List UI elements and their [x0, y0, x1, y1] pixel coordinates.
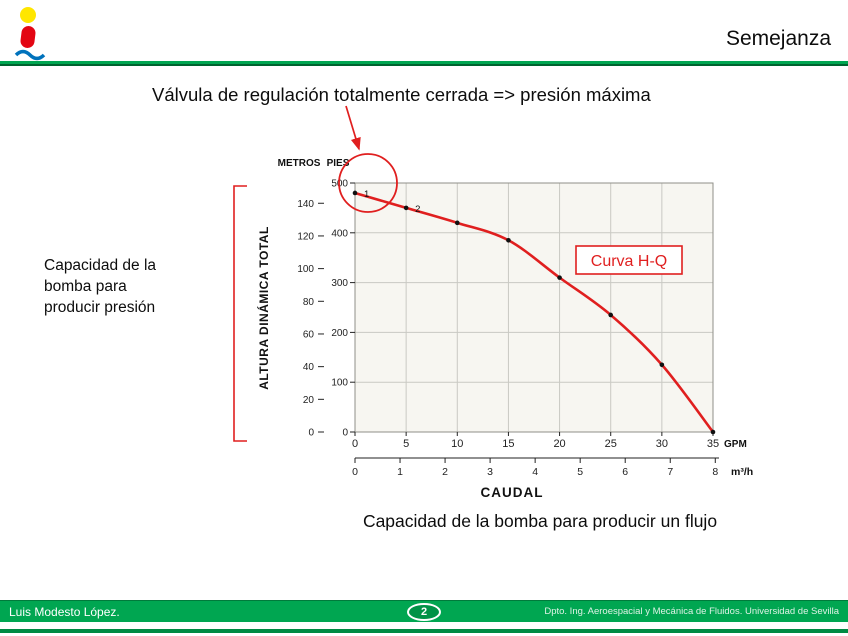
x-tick-gpm: 15: [502, 438, 514, 450]
header-rule-dark: [0, 64, 848, 66]
curve-point: [454, 220, 460, 226]
x-tick-gpm: 10: [451, 438, 463, 450]
y-tick-metros: 100: [297, 264, 314, 275]
curve-point: [557, 275, 562, 280]
y-tick-pies: 100: [331, 378, 348, 389]
pressure-capacity-note: Capacidad de la bomba para producir pres…: [44, 257, 157, 316]
y-tick-pies: 300: [331, 278, 348, 289]
y-axis-title: ALTURA DINÁMICA TOTAL: [256, 226, 271, 390]
y-tick-pies: 200: [331, 328, 348, 339]
x-tick-m3h: 7: [667, 466, 673, 478]
curve-point-label: 2: [415, 204, 420, 215]
x-tick-m3h: 2: [442, 466, 448, 478]
x-tick-gpm: 0: [352, 438, 358, 450]
footer-author: Luis Modesto López.: [9, 604, 120, 619]
curve-point: [352, 190, 358, 196]
valve-annotation-text: Válvula de regulación totalmente cerrada…: [152, 84, 651, 105]
x-tick-m3h: 1: [397, 466, 403, 478]
x-axis-unit-gpm: GPM: [724, 439, 747, 450]
x-tick-m3h: 3: [487, 466, 493, 478]
x-tick-m3h: 8: [712, 466, 718, 478]
y-tick-metros: 60: [303, 329, 315, 340]
x-tick-m3h: 6: [622, 466, 628, 478]
x-axis-title: CAUDAL: [481, 485, 544, 500]
x-tick-m3h: 0: [352, 466, 358, 478]
logo-body-icon: [20, 26, 36, 48]
x-tick-gpm: 25: [605, 438, 617, 450]
header-rule-green: [0, 61, 848, 64]
curve-label: Curva H-Q: [591, 253, 667, 270]
curve-label-box: [575, 245, 683, 275]
footer-department: Dpto. Ing. Aeroespacial y Mecánica de Fl…: [544, 606, 839, 617]
page-title: Semejanza: [725, 27, 831, 50]
curve-point: [659, 362, 665, 368]
footer-bottom-rule: [0, 629, 848, 633]
y-tick-pies: 400: [331, 228, 348, 239]
x-tick-gpm: 5: [403, 438, 409, 450]
y-tick-metros: 120: [297, 231, 314, 242]
x-tick-gpm: 20: [553, 438, 565, 450]
y-tick-metros: 20: [303, 395, 315, 406]
page-number: 2: [420, 605, 428, 618]
y-axis-unit-metros: METROS: [278, 158, 321, 169]
y-tick-metros: 80: [303, 297, 315, 308]
logo-wave-icon: [14, 49, 46, 61]
plot-border: [354, 182, 714, 433]
y-tick-metros: 40: [303, 362, 315, 373]
page-number-badge: 2: [407, 602, 441, 621]
pump-curve-chart: 1401201008060402005004003002001000METROS…: [256, 158, 753, 500]
flow-capacity-caption: Capacidad de la bomba para producir un f…: [362, 511, 718, 531]
x-tick-m3h: 5: [577, 466, 583, 478]
x-axis-unit-m3h: m³/h: [731, 466, 753, 478]
x-tick-m3h: 4: [532, 466, 538, 478]
curve-point: [710, 429, 716, 435]
curve-point: [506, 237, 511, 243]
x-tick-gpm: 30: [656, 438, 668, 450]
university-logo-icon: [14, 7, 46, 61]
y-tick-metros: 140: [297, 199, 314, 210]
logo-sun-icon: [20, 7, 36, 23]
x-tick-gpm: 35: [707, 438, 719, 450]
curve-point: [403, 205, 409, 211]
curve-point-label: 1: [364, 189, 369, 200]
y-tick-pies: 0: [342, 428, 348, 439]
y-tick-metros: 0: [308, 428, 314, 439]
plot-area: [355, 183, 713, 432]
curve-point: [608, 312, 614, 318]
valve-arrow: [345, 105, 361, 151]
y-axis-unit-pies: PIES: [327, 158, 350, 169]
y-tick-pies: 500: [331, 179, 348, 190]
footer-bar: Luis Modesto López. 2 Dpto. Ing. Aeroesp…: [0, 600, 848, 622]
